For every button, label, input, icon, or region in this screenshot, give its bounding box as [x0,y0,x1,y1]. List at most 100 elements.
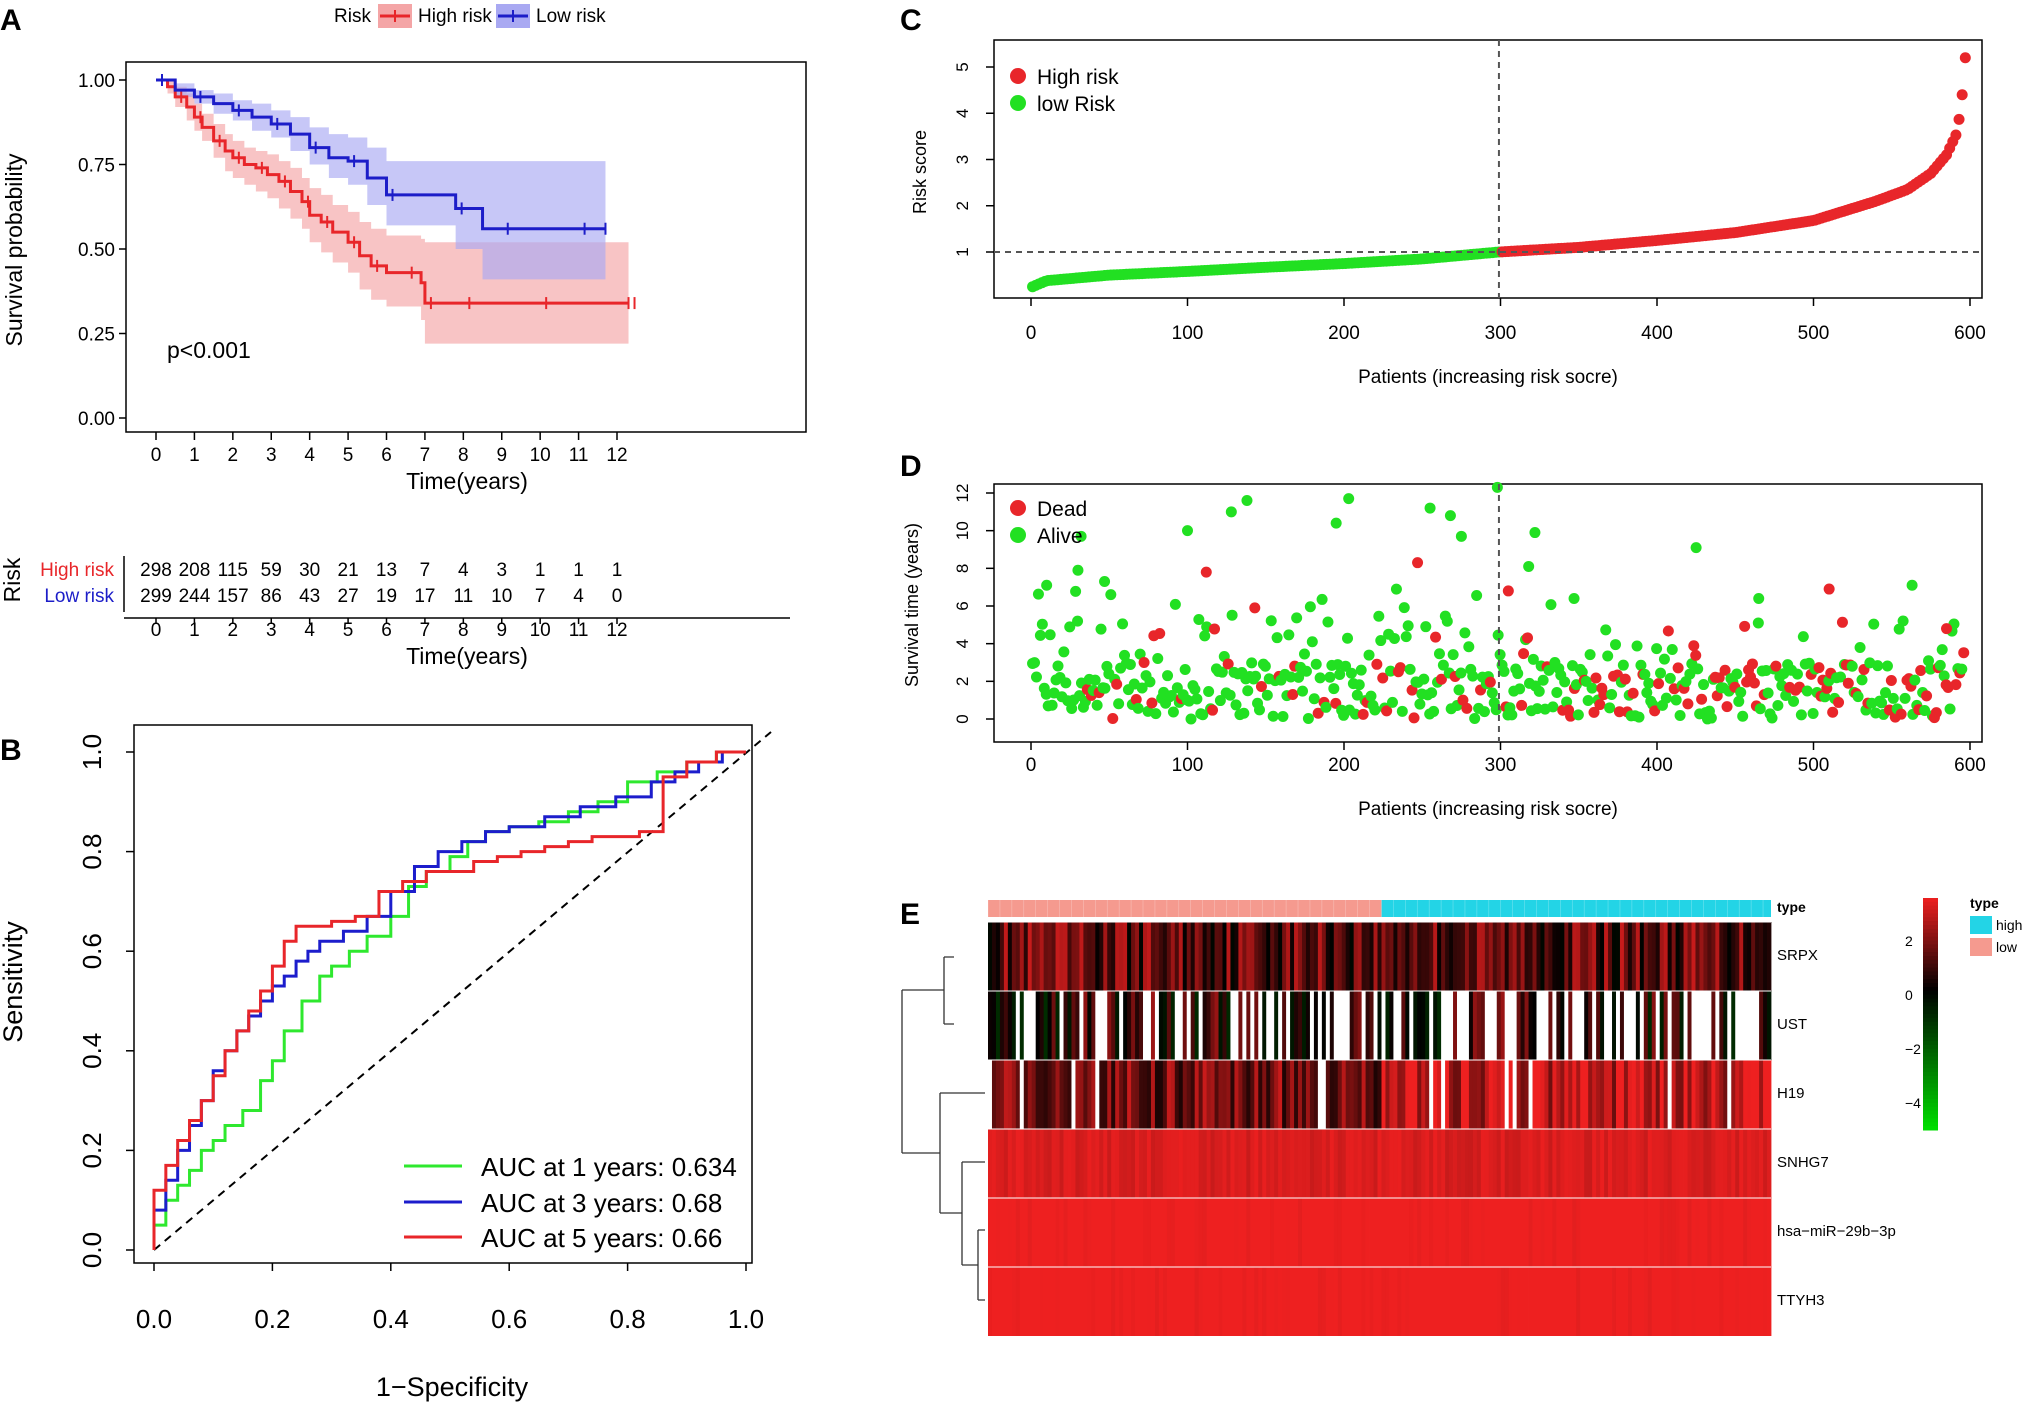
heatmap-cell [991,1129,997,1198]
heatmap-cell [991,1267,997,1336]
risk-table-xlabel: Time(years) [406,643,528,669]
heatmap-cell [1357,1060,1363,1129]
heatmap-cell [1683,1198,1688,1267]
heatmap-cell [1643,1198,1649,1267]
heatmap-cell [1278,1267,1283,1336]
survival-point-alive [1373,610,1385,622]
heatmap-cell [1301,1129,1307,1198]
heatmap-cell [1345,1060,1351,1129]
heatmap-cell [1536,1267,1541,1336]
heatmap-cell [1536,922,1541,991]
heatmap-cell [1763,991,1768,1060]
heatmap-cell [1162,1267,1168,1336]
heatmap-cell [1381,1060,1386,1129]
heatmap-cell [1003,1129,1009,1198]
heatmap-cell [1123,1129,1128,1198]
heatmap-cell [1011,1060,1017,1129]
heatmap-cell [1520,991,1525,1060]
heatmap-cell [1059,1129,1064,1198]
survival-point-alive [1113,698,1125,710]
heatmap-cell [1679,1129,1684,1198]
heatmap-cell [1365,922,1370,991]
survival-y-tick-label: 4 [953,639,972,648]
survival-point-dead [1719,664,1731,676]
km-x-axis-label: Time(years) [406,468,528,494]
heatmap-cell [1091,991,1096,1060]
heatmap-cell [1186,1129,1192,1198]
survival-point-alive [1214,695,1226,707]
heatmap-cell [1528,1198,1533,1267]
heatmap-cell [1206,1129,1211,1198]
heatmap-cell [1027,991,1033,1060]
survival-point-alive [1343,493,1355,505]
heatmap-cell [1027,1060,1033,1129]
heatmap-cell [1282,991,1287,1060]
heatmap-cell [1663,1129,1669,1198]
heatmap-cell [1174,1129,1180,1198]
heatmap-cell [1210,1198,1215,1267]
heatmap-cell [1751,1060,1756,1129]
survival-point-dead [1371,658,1383,670]
heatmap-cell [1496,1129,1502,1198]
heatmap-cell [1242,991,1247,1060]
heatmap-cell [1508,1129,1514,1198]
heatmap-cell [1488,1198,1494,1267]
heatmap-cell [1596,1129,1601,1198]
heatmap-cell [1238,922,1243,991]
heatmap-cell [1258,1267,1263,1336]
survival-point-alive [1491,481,1503,493]
colorbar-step [1923,1021,1938,1027]
heatmap-cell [1218,991,1223,1060]
heatmap-cell [1612,922,1617,991]
survival-point-alive [1584,649,1596,661]
survival-point-dead [1627,687,1639,699]
heatmap-cell [1051,991,1056,1060]
survival-point-alive [1568,592,1580,604]
heatmap-track-label: type [1777,899,1806,915]
heatmap-cell [1584,1267,1589,1336]
heatmap-cell [1258,1060,1263,1129]
survival-x-tick-label: 400 [1641,755,1673,776]
heatmap-cell [1234,922,1239,991]
heatmap-cell [1246,1060,1251,1129]
heatmap-cell [1512,1267,1518,1336]
survival-point-alive [1224,689,1236,701]
heatmap-cell [1723,1198,1728,1267]
survival-point-alive [1242,685,1254,697]
heatmap-cell [1719,1198,1724,1267]
survival-point-alive [1046,699,1058,711]
heatmap-cell [1238,1060,1243,1129]
survival-point-alive [1641,687,1653,699]
heatmap-cell [1214,922,1219,991]
heatmap-cell [1727,1129,1732,1198]
risk-score-legend-high-dot [1010,68,1026,84]
heatmap-cell [1365,1198,1370,1267]
heatmap-cell [1437,991,1442,1060]
km-y-axis-label: Survival probability [1,153,27,347]
heatmap-cell [1667,1267,1673,1336]
heatmap-cell [1393,1267,1398,1336]
heatmap-cell [1643,922,1649,991]
heatmap-cell [1615,1267,1621,1336]
heatmap-cell [1242,1267,1247,1336]
heatmap-cell [1250,1129,1255,1198]
heatmap-cell [1158,922,1164,991]
survival-point-alive [1660,692,1672,704]
heatmap-cell [1580,991,1585,1060]
heatmap-cell [1552,1267,1557,1336]
heatmap-cell [1226,1267,1231,1336]
heatmap-cell [1111,1198,1116,1267]
heatmap-cell [1532,1267,1537,1336]
survival-point-alive [1801,685,1813,697]
heatmap-cell [1250,1060,1255,1129]
heatmap-cell [1166,1129,1172,1198]
heatmap-cell [1051,1198,1056,1267]
survival-point-alive [1643,677,1655,689]
heatmap-cell [1007,922,1013,991]
heatmap-cell [1560,1129,1565,1198]
roc-curve-0 [152,750,746,1250]
survival-point-alive [1670,694,1682,706]
heatmap-cell [1612,1129,1617,1198]
heatmap-cell [1512,922,1518,991]
heatmap-cell [1727,991,1732,1060]
